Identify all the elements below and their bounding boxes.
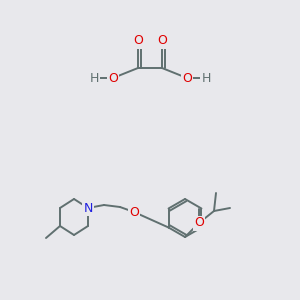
Text: O: O (108, 71, 118, 85)
Text: H: H (201, 71, 211, 85)
Text: O: O (194, 217, 204, 230)
Text: O: O (129, 206, 139, 218)
Text: O: O (133, 34, 143, 47)
Text: O: O (182, 71, 192, 85)
Text: H: H (89, 71, 99, 85)
Text: O: O (157, 34, 167, 47)
Text: N: N (83, 202, 93, 214)
